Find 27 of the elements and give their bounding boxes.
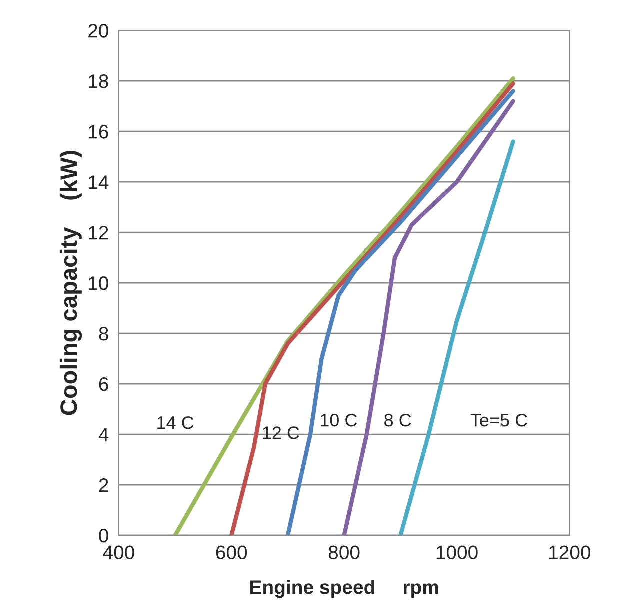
x-axis-title: Engine speed rpm [250, 580, 438, 598]
y-tick-label: 8 [99, 327, 108, 341]
x-tick-label: 400 [103, 546, 134, 560]
series-label: 10 C [320, 414, 358, 427]
line-series [342, 99, 516, 536]
line-series [286, 89, 516, 536]
x-tick-label: 1000 [436, 546, 478, 560]
y-tick-label: 18 [89, 74, 108, 88]
line-series [398, 140, 516, 536]
y-tick-label: 20 [88, 24, 108, 38]
y-tick-label: 6 [99, 378, 108, 392]
y-axis-title: Cooling capacity (kW) [60, 151, 82, 416]
y-tick-label: 12 [89, 226, 108, 240]
line-series [230, 82, 516, 536]
y-tick-label: 4 [98, 428, 109, 442]
text: 14 C [158, 416, 194, 430]
x-tick-label: 600 [216, 546, 248, 560]
x-tick-label: 1200 [550, 546, 591, 560]
y-tick-label: 16 [89, 125, 108, 139]
x-tick-label: 800 [328, 546, 360, 560]
series-label: 8 C [384, 414, 412, 427]
y-tick-label: 2 [99, 478, 108, 492]
series-label: 12 C [263, 426, 300, 440]
y-tick-label: 10 [89, 276, 108, 290]
y-tick-label: 14 [89, 176, 109, 190]
series-label: Te=5 C [470, 414, 528, 427]
y-tick-label: 0 [99, 528, 108, 543]
